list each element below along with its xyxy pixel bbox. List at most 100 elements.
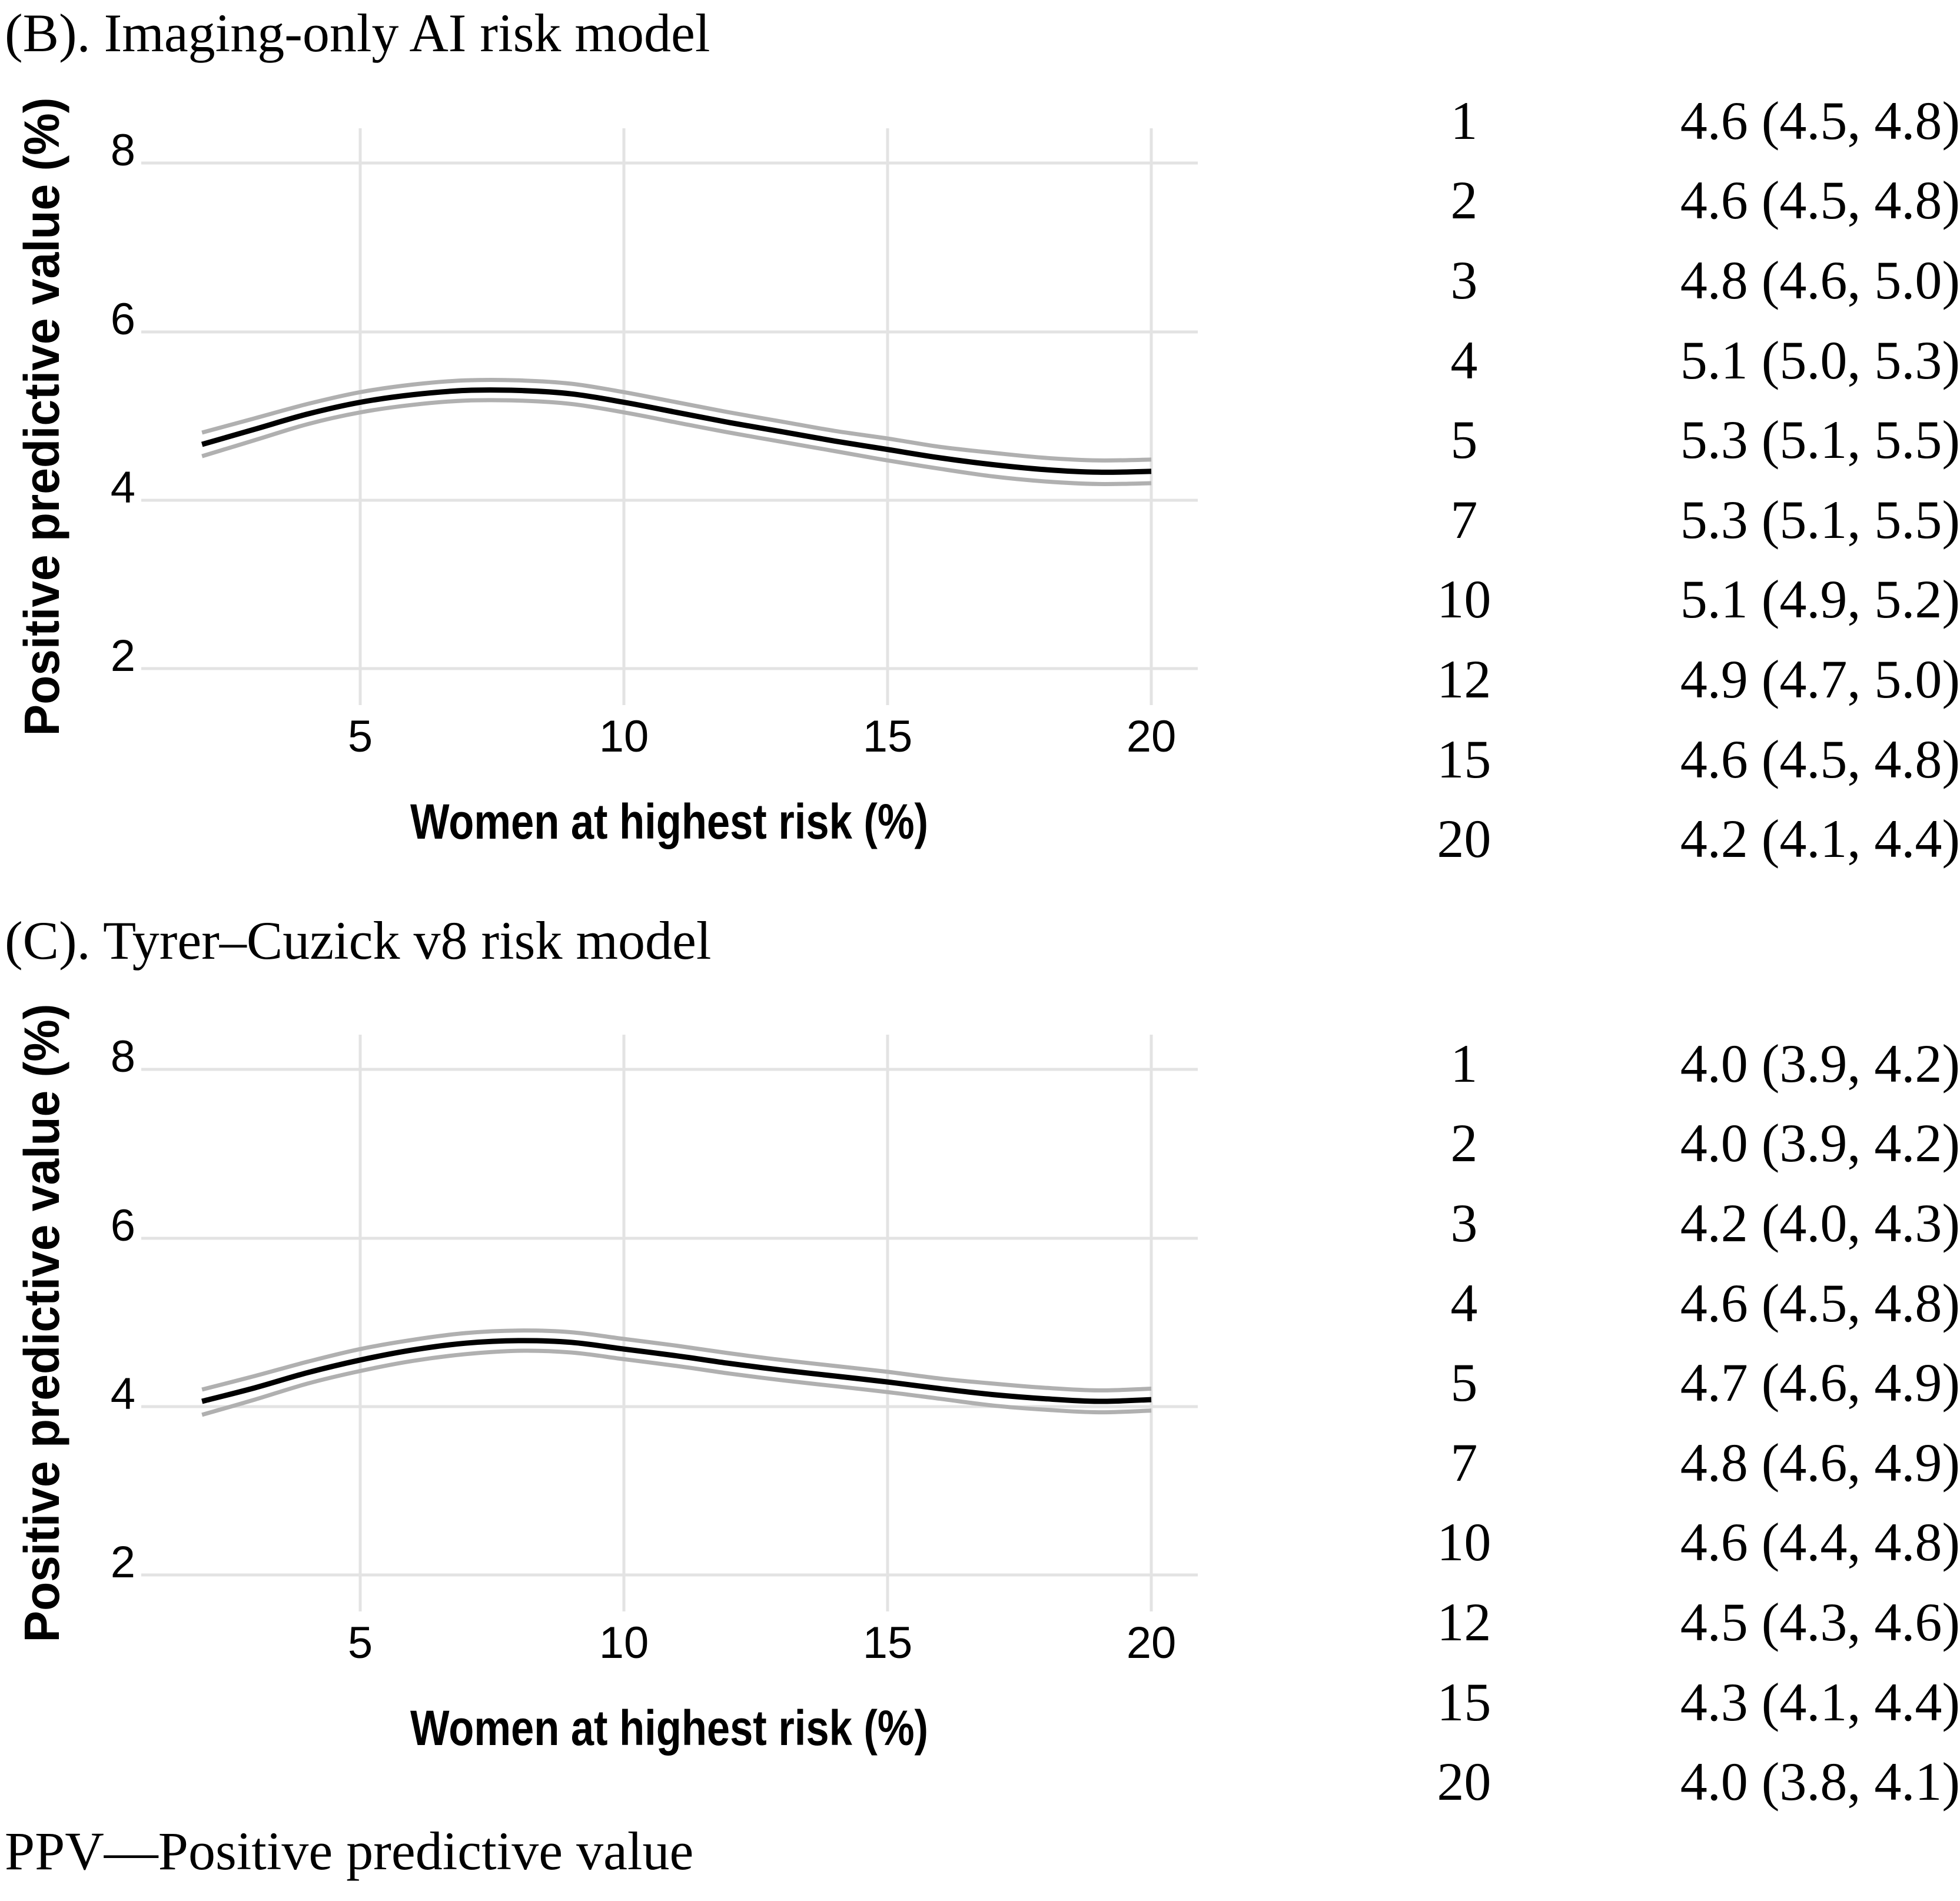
ci-lower-line [201, 398, 1152, 486]
table-row: 10 5.1 (4.9, 5.2) [1354, 560, 1960, 640]
x-tick-label: 10 [599, 712, 649, 762]
ppv-cell: 4.0 (3.8, 4.1) [1680, 1752, 1960, 1812]
table-row: 7 5.3 (5.1, 5.5) [1354, 480, 1960, 560]
y-tick-label: 4 [111, 1369, 135, 1419]
threshold-cell: 5 [1450, 410, 1478, 470]
threshold-cell: 20 [1437, 809, 1491, 869]
ppv-cell: 5.1 (5.0, 5.3) [1680, 330, 1960, 390]
table-row: 5 5.3 (5.1, 5.5) [1354, 400, 1960, 480]
x-tick-label: 15 [863, 712, 913, 762]
threshold-cell: 7 [1450, 489, 1478, 550]
ppv-cell: 4.9 (4.7, 5.0) [1680, 649, 1960, 709]
panel-b-title: (B). Imaging-only AI risk model [5, 3, 710, 63]
y-tick-label: 2 [111, 1537, 135, 1587]
ppv-table-imaging-ai: 1 4.6 (4.5, 4.8) 2 4.6 (4.5, 4.8) 3 4.8 (4.… [1354, 81, 1960, 879]
table-row: 2 4.6 (4.5, 4.8) [1354, 161, 1960, 241]
y-tick-labels: 8 6 4 2 [111, 125, 135, 681]
threshold-cell: 12 [1437, 1591, 1491, 1652]
threshold-cell: 15 [1437, 1671, 1491, 1732]
ppv-chart-tyrer-cuzick: 8 6 4 2 5 10 15 20 Women at highest risk… [14, 1004, 1198, 1756]
ppv-cell: 4.6 (4.5, 4.8) [1680, 729, 1960, 789]
table-row: 20 4.0 (3.8, 4.1) [1354, 1742, 1960, 1822]
footnote-ppv-definition: PPV—Positive predictive value [5, 1821, 694, 1881]
ppv-chart-imaging-ai: 8 6 4 2 5 10 15 20 Women at highest risk… [14, 98, 1198, 849]
ppv-cell: 4.6 (4.5, 4.8) [1680, 90, 1960, 151]
ppv-cell: 5.3 (5.1, 5.5) [1680, 489, 1960, 550]
table-row: 4 5.1 (5.0, 5.3) [1354, 320, 1960, 400]
ci-lower-line [201, 1348, 1152, 1417]
x-tick-label: 20 [1127, 712, 1177, 762]
ppv-cell: 4.3 (4.1, 4.4) [1680, 1671, 1960, 1732]
threshold-cell: 4 [1450, 1272, 1478, 1333]
gridlines [141, 128, 1198, 705]
table-row: 20 4.2 (4.1, 4.4) [1354, 799, 1960, 879]
table-row: 3 4.8 (4.6, 5.0) [1354, 240, 1960, 320]
ppv-cell: 4.0 (3.9, 4.2) [1680, 1113, 1960, 1174]
ppv-cell: 4.0 (3.9, 4.2) [1680, 1033, 1960, 1094]
threshold-cell: 10 [1437, 1512, 1491, 1573]
threshold-cell: 1 [1450, 1033, 1478, 1094]
ppv-cell: 4.2 (4.0, 4.3) [1680, 1192, 1960, 1253]
ppv-cell: 4.8 (4.6, 4.9) [1680, 1432, 1960, 1493]
threshold-cell: 15 [1437, 729, 1491, 789]
ppv-cell: 4.6 (4.4, 4.8) [1680, 1512, 1960, 1573]
table-row: 7 4.8 (4.6, 4.9) [1354, 1423, 1960, 1503]
table-row: 1 4.0 (3.9, 4.2) [1354, 1023, 1960, 1104]
ci-upper-line [201, 1328, 1152, 1392]
threshold-cell: 2 [1450, 1113, 1478, 1174]
ppv-curve [201, 1338, 1152, 1404]
table-row: 15 4.3 (4.1, 4.4) [1354, 1662, 1960, 1742]
threshold-cell: 5 [1450, 1352, 1478, 1413]
x-axis-label: Women at highest risk (%) [410, 1700, 928, 1756]
y-tick-labels: 8 6 4 2 [111, 1032, 135, 1587]
table-row: 1 4.6 (4.5, 4.8) [1354, 81, 1960, 161]
table-row: 12 4.5 (4.3, 4.6) [1354, 1582, 1960, 1662]
threshold-cell: 2 [1450, 170, 1478, 231]
ppv-cell: 5.3 (5.1, 5.5) [1680, 410, 1960, 470]
ppv-cell: 4.2 (4.1, 4.4) [1680, 809, 1960, 869]
ppv-table-tyrer-cuzick: 1 4.0 (3.9, 4.2) 2 4.0 (3.9, 4.2) 3 4.2 (4.… [1354, 1023, 1960, 1822]
table-row: 12 4.9 (4.7, 5.0) [1354, 639, 1960, 719]
ppv-cell: 4.6 (4.5, 4.8) [1680, 170, 1960, 231]
ppv-cell: 4.8 (4.6, 5.0) [1680, 250, 1960, 310]
x-tick-label: 20 [1127, 1618, 1177, 1668]
x-tick-labels: 5 10 15 20 [348, 712, 1176, 762]
x-tick-labels: 5 10 15 20 [348, 1618, 1176, 1668]
threshold-cell: 10 [1437, 569, 1491, 630]
threshold-cell: 1 [1450, 90, 1478, 151]
ppv-cell: 5.1 (4.9, 5.2) [1680, 569, 1960, 630]
table-row: 15 4.6 (4.5, 4.8) [1354, 719, 1960, 799]
threshold-cell: 3 [1450, 1192, 1478, 1253]
table-row: 2 4.0 (3.9, 4.2) [1354, 1104, 1960, 1184]
y-axis-label: Positive predictive value (%) [14, 1004, 69, 1643]
ppv-cell: 4.5 (4.3, 4.6) [1680, 1591, 1960, 1652]
ppv-cell: 4.7 (4.6, 4.9) [1680, 1352, 1960, 1413]
table-row: 10 4.6 (4.4, 4.8) [1354, 1503, 1960, 1583]
y-tick-label: 8 [111, 1032, 135, 1082]
x-tick-label: 10 [599, 1618, 649, 1668]
table-row: 4 4.6 (4.5, 4.8) [1354, 1263, 1960, 1343]
y-tick-label: 6 [111, 1201, 135, 1251]
x-tick-label: 5 [348, 712, 373, 762]
threshold-cell: 4 [1450, 330, 1478, 390]
ci-upper-line [201, 377, 1152, 463]
threshold-cell: 3 [1450, 250, 1478, 310]
threshold-cell: 7 [1450, 1432, 1478, 1493]
ppv-curve [201, 387, 1152, 475]
table-row: 5 4.7 (4.6, 4.9) [1354, 1342, 1960, 1423]
panel-c-title: (C). Tyrer–Cuzick v8 risk model [5, 910, 712, 971]
gridlines [141, 1035, 1198, 1611]
y-tick-label: 8 [111, 125, 135, 175]
threshold-cell: 12 [1437, 649, 1491, 709]
y-tick-label: 2 [111, 631, 135, 681]
table-row: 3 4.2 (4.0, 4.3) [1354, 1183, 1960, 1263]
y-tick-label: 4 [111, 463, 135, 513]
y-tick-label: 6 [111, 294, 135, 344]
x-tick-label: 5 [348, 1618, 373, 1668]
ppv-cell: 4.6 (4.5, 4.8) [1680, 1272, 1960, 1333]
y-axis-label: Positive predictive value (%) [14, 98, 69, 736]
threshold-cell: 20 [1437, 1752, 1491, 1812]
x-axis-label: Women at highest risk (%) [410, 794, 928, 849]
x-tick-label: 15 [863, 1618, 913, 1668]
